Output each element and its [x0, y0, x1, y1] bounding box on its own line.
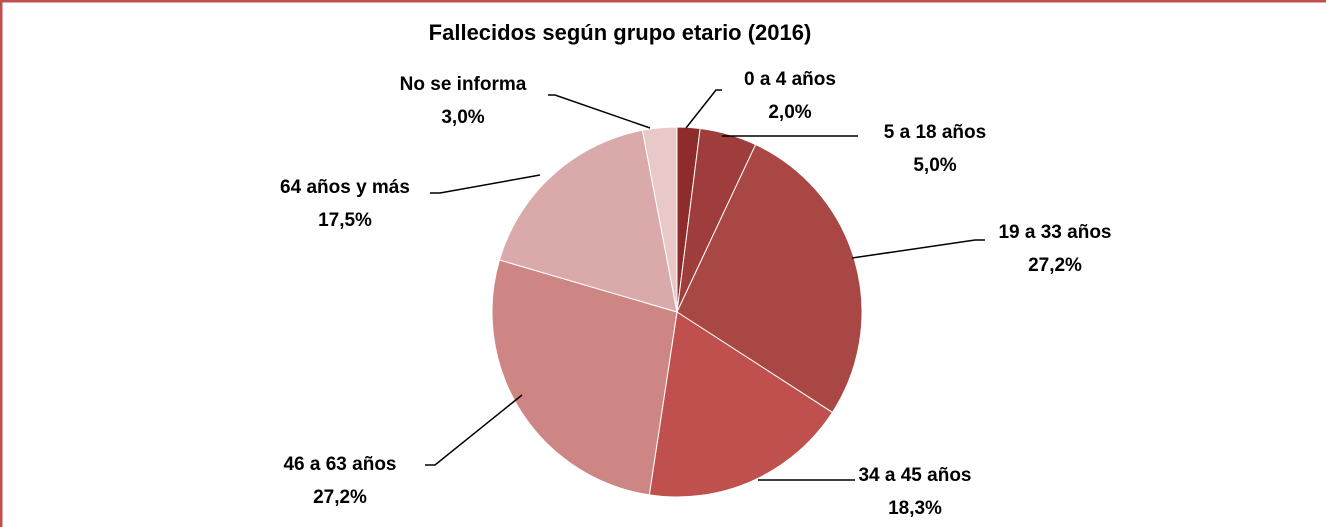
slice-value-label: 27,2% — [1028, 255, 1082, 276]
slice-label: 34 a 45 años — [858, 465, 971, 486]
slice-value-label: 3,0% — [441, 107, 484, 128]
leader-line — [685, 89, 722, 129]
leader-line — [430, 174, 541, 194]
slice-label: 5 a 18 años — [884, 122, 986, 143]
slice-label: No se informa — [400, 74, 527, 95]
pie-slice — [676, 143, 863, 414]
slice-value-label: 2,0% — [768, 102, 811, 123]
pie-slice — [498, 129, 678, 313]
slice-value-label: 5,0% — [913, 155, 956, 176]
pie-slice — [641, 126, 678, 313]
slice-label: 0 a 4 años — [744, 69, 836, 90]
slice-value-label: 18,3% — [888, 498, 942, 519]
pie-slice — [491, 259, 678, 496]
slice-value-label: 17,5% — [318, 210, 372, 231]
slice-label: 19 a 33 años — [998, 222, 1111, 243]
slice-label: 64 años y más — [280, 177, 410, 198]
chart-title: Fallecidos según grupo etario (2016) — [429, 20, 812, 45]
leader-line — [851, 239, 985, 259]
slice-label: 46 a 63 años — [283, 454, 396, 475]
pie-slice — [648, 311, 834, 498]
leader-line — [425, 394, 523, 466]
leader-line — [548, 94, 651, 129]
slice-value-label: 27,2% — [313, 487, 367, 508]
